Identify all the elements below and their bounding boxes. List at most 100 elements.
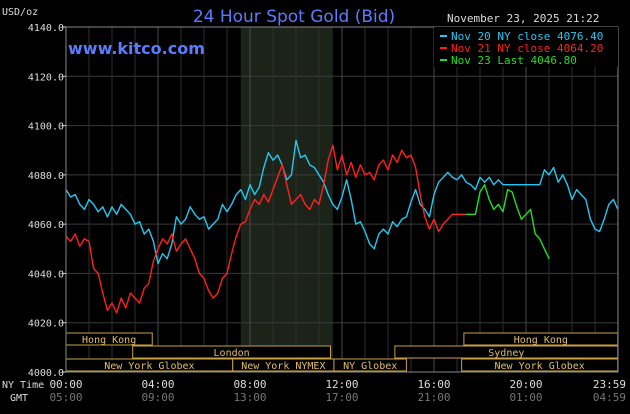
market-session-label: New York Globex: [104, 361, 194, 372]
market-session-label: London: [214, 348, 250, 359]
data-point: [336, 169, 338, 171]
x-tick-label-ny: 20:00: [509, 378, 542, 391]
data-point: [79, 245, 81, 247]
data-point: [387, 233, 389, 235]
data-point: [185, 218, 187, 220]
data-point: [580, 194, 582, 196]
data-point: [175, 216, 177, 218]
market-session-box: [132, 345, 331, 359]
data-point: [185, 238, 187, 240]
data-point: [198, 272, 200, 274]
data-point: [244, 221, 246, 223]
data-point: [304, 154, 306, 156]
data-point: [189, 206, 191, 208]
data-point: [157, 263, 159, 265]
data-point: [465, 181, 467, 183]
data-point: [465, 213, 467, 215]
data-point: [373, 248, 375, 250]
data-point: [341, 154, 343, 156]
data-point: [111, 302, 113, 304]
data-point: [97, 272, 99, 274]
data-point: [162, 253, 164, 255]
data-point: [254, 194, 256, 196]
data-point: [497, 203, 499, 205]
data-point: [180, 223, 182, 225]
data-point: [543, 248, 546, 250]
data-point: [152, 260, 154, 262]
data-point: [295, 198, 297, 201]
data-point: [387, 169, 389, 171]
data-point: [516, 206, 518, 208]
data-point: [129, 213, 131, 215]
data-point: [484, 181, 486, 183]
y-tick-label: 4060.0: [28, 220, 64, 231]
data-point: [212, 223, 214, 225]
data-point: [277, 154, 279, 156]
data-point: [548, 174, 550, 176]
data-point: [263, 194, 265, 196]
data-point: [415, 189, 417, 191]
data-point: [488, 198, 490, 201]
data-point: [396, 226, 398, 228]
data-point: [166, 243, 168, 245]
grid: [65, 26, 619, 373]
data-point: [548, 258, 550, 260]
data-point: [249, 208, 251, 210]
series-2: [465, 183, 550, 260]
data-point: [401, 218, 403, 220]
data-point: [88, 240, 90, 242]
data-point: [166, 258, 168, 260]
data-point: [313, 198, 315, 201]
data-point: [451, 176, 453, 178]
data-point: [479, 191, 481, 193]
data-point: [346, 179, 348, 181]
data-point: [520, 184, 523, 186]
series-line: [65, 144, 467, 314]
data-point: [300, 194, 302, 196]
x-tick-label-ny: 08:00: [233, 378, 266, 391]
data-point: [382, 159, 384, 161]
data-point: [442, 176, 444, 178]
data-point: [392, 154, 394, 156]
data-point: [102, 206, 104, 208]
data-point: [74, 233, 76, 235]
data-point: [415, 166, 417, 169]
data-point: [378, 164, 380, 166]
data-point: [198, 218, 200, 220]
data-point: [493, 184, 495, 186]
data-point: [70, 240, 72, 242]
data-point: [263, 166, 265, 169]
data-point: [438, 230, 440, 233]
data-point: [267, 152, 269, 154]
y-axis: 4000.0 4020.0 4040.0 4060.0 4080.0 4100.0 4120…: [28, 23, 66, 379]
data-point: [83, 208, 85, 210]
data-point: [461, 174, 463, 176]
data-point: [111, 206, 113, 208]
data-point: [244, 198, 246, 201]
data-point: [106, 216, 108, 218]
data-point: [189, 248, 191, 250]
data-point: [419, 194, 421, 196]
y-tick-label: 4020.0: [28, 319, 64, 330]
data-point: [175, 250, 177, 252]
data-point: [102, 292, 104, 294]
data-point: [143, 287, 145, 289]
data-point: [355, 176, 357, 178]
x-tick-label-gmt: 13:00: [233, 391, 266, 404]
data-point: [488, 176, 490, 178]
data-point: [327, 194, 329, 196]
data-point: [603, 218, 605, 220]
data-point: [543, 169, 546, 171]
data-point: [401, 149, 403, 151]
data-point: [520, 218, 523, 220]
data-point: [539, 184, 541, 186]
data-point: [557, 181, 559, 183]
data-point: [456, 179, 458, 181]
data-point: [116, 312, 118, 314]
x-tick-label-ny: 00:00: [49, 378, 82, 391]
data-point: [539, 238, 541, 240]
data-point: [171, 243, 173, 245]
data-point: [226, 272, 228, 274]
data-point: [410, 201, 412, 203]
data-point: [300, 157, 302, 159]
